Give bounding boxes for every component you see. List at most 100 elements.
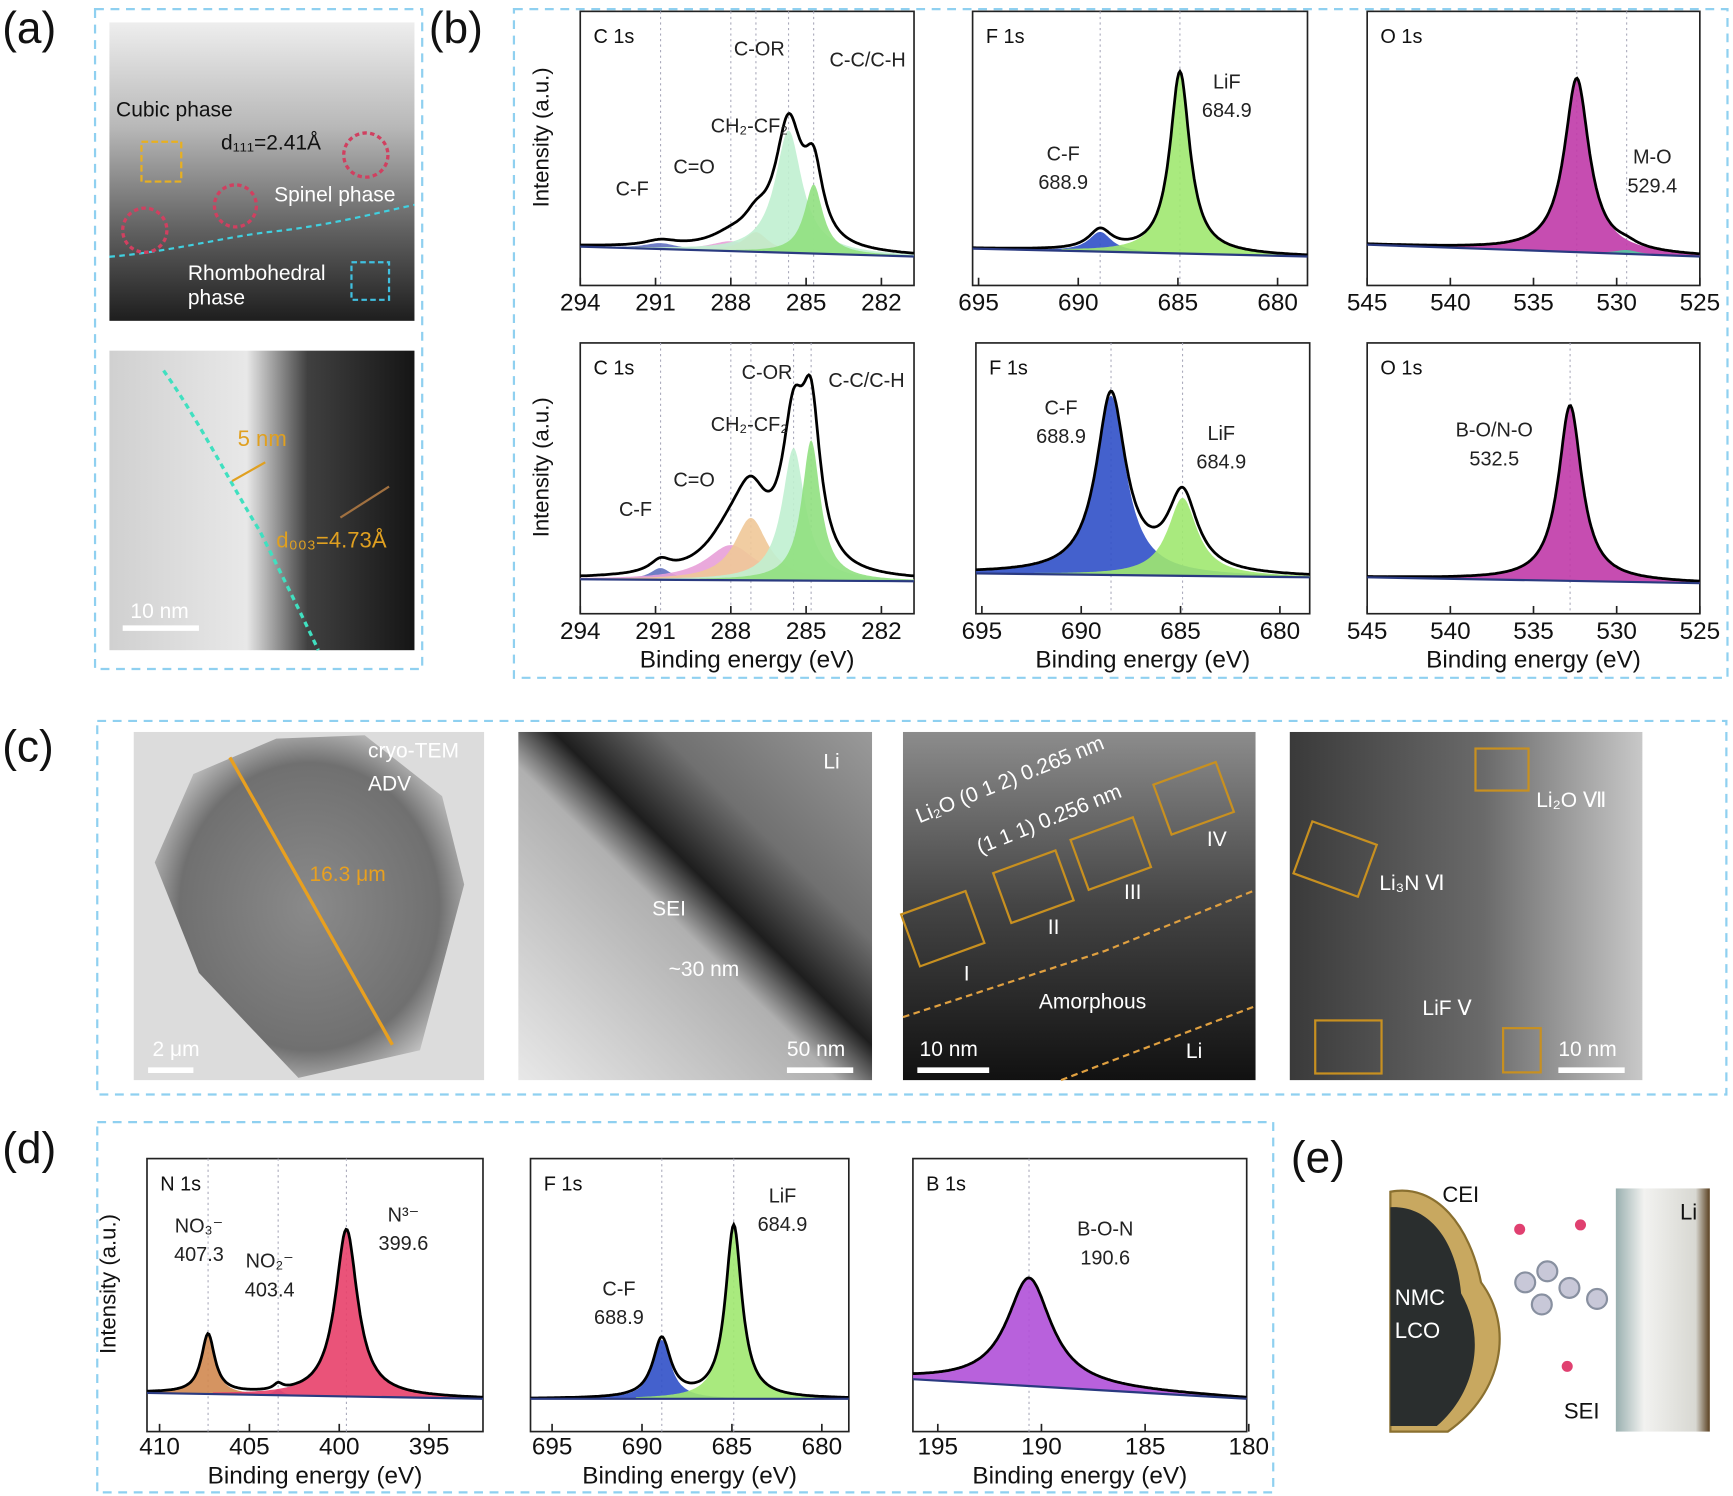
peak-value: 688.9 <box>1036 426 1086 448</box>
xps-plot: 695 690 685 680 F 1s C-F 688.9 LiF 684.9 <box>958 10 1309 317</box>
anions <box>1514 1219 1587 1372</box>
peak-value: 407.3 <box>174 1244 224 1266</box>
peak-value: 688.9 <box>594 1307 644 1329</box>
image-label: ~30 nm <box>669 958 740 981</box>
peak-component <box>657 447 915 582</box>
tem-image <box>902 731 1256 1081</box>
y-axis-label: Intensity (a.u.) <box>529 397 554 537</box>
image-label: d₁₁₁=2.41Å <box>221 132 321 155</box>
x-tick-label: 680 <box>802 1434 843 1461</box>
panel-label: (b) <box>429 4 483 53</box>
background-line <box>975 572 1310 579</box>
image-label: I <box>964 963 970 986</box>
x-tick-label: 530 <box>1596 290 1637 317</box>
peak-value: 529.4 <box>1627 175 1677 197</box>
peak-component <box>699 440 915 582</box>
y-axis-label: Intensity (a.u.) <box>529 67 554 207</box>
envelope <box>530 1221 849 1400</box>
envelope <box>580 373 915 578</box>
frame-b <box>512 8 1729 679</box>
x-tick-label: 545 <box>1347 618 1388 645</box>
xps-plot: 294 291 288 285 282 C 1s Intensity (a.u.) Bindi… <box>529 342 915 674</box>
peak-component <box>1428 78 1700 257</box>
image-label: d₀₀₃=4.73Å <box>276 528 387 553</box>
envelope <box>975 389 1310 576</box>
peak-label: B-O-N <box>1077 1219 1133 1241</box>
x-tick-label: 525 <box>1680 618 1721 645</box>
image-label: ADV <box>368 773 411 796</box>
image-label: 5 nm <box>238 426 287 451</box>
x-tick-label: 400 <box>319 1434 360 1461</box>
x-tick-label: 540 <box>1430 290 1471 317</box>
peak-component <box>1061 71 1299 257</box>
region-boundary <box>1060 1005 1256 1082</box>
x-tick-label: 685 <box>1160 618 1201 645</box>
peak-label: C=O <box>673 157 714 179</box>
x-tick-label: 294 <box>560 290 601 317</box>
particle <box>154 735 465 1078</box>
phase-boundary <box>109 203 415 258</box>
tem-image <box>518 731 873 1081</box>
x-tick-label: 535 <box>1513 290 1554 317</box>
x-tick-label: 291 <box>635 290 676 317</box>
plot-title: O 1s <box>1380 26 1422 48</box>
panel-c-images <box>133 731 1643 1082</box>
tem-image <box>109 22 415 321</box>
panel-label: (e) <box>1291 1133 1345 1182</box>
peak-label: C=O <box>673 469 714 491</box>
xps-plot: 695 690 685 680 F 1s Binding energy (eV) C-F 68… <box>962 342 1311 674</box>
cathode <box>1390 1207 1475 1427</box>
lattice-boxes <box>1292 747 1542 1075</box>
x-tick-label: 545 <box>1347 290 1388 317</box>
x-axis-label: Binding energy (eV) <box>208 1462 423 1489</box>
x-tick-label: 695 <box>962 618 1003 645</box>
tem-image <box>1289 731 1643 1081</box>
image-label: 2 μm <box>153 1038 200 1061</box>
plot-title: B 1s <box>926 1173 966 1195</box>
peak-label: C-F <box>1044 397 1077 419</box>
peak-label: M-O <box>1633 147 1672 169</box>
peak-label: C-F <box>616 179 649 201</box>
plot-title: C 1s <box>594 26 635 48</box>
image-label: Li <box>1186 1040 1202 1063</box>
background-line <box>1367 576 1700 585</box>
thickness-marker <box>231 461 266 483</box>
x-tick-label: 530 <box>1596 618 1637 645</box>
peak-component <box>912 1277 1247 1399</box>
x-tick-label: 288 <box>711 618 752 645</box>
peak-component <box>555 1339 769 1399</box>
image-label: phase <box>188 286 245 309</box>
peak-label: NO₃⁻ <box>175 1215 223 1237</box>
plot-title: F 1s <box>989 358 1028 380</box>
background-line <box>912 1378 1247 1400</box>
x-tick-label: 294 <box>560 618 601 645</box>
panel-frames <box>93 8 1729 1494</box>
xps-plot: 294 291 288 285 282 C 1s Intensity (a.u.) C-F C=… <box>529 10 915 317</box>
box-marker <box>140 140 183 183</box>
x-tick-label: 288 <box>711 290 752 317</box>
xps-plot: 695 690 685 680 F 1s Binding energy (eV) C-F 68… <box>529 1157 850 1489</box>
envelope <box>1367 76 1700 256</box>
li-metal <box>1615 1188 1710 1432</box>
background-line <box>972 247 1308 258</box>
x-tick-label: 195 <box>918 1434 959 1461</box>
background-line <box>580 578 915 583</box>
panel-a-images <box>109 22 415 651</box>
x-tick-label: 695 <box>532 1434 573 1461</box>
image-label: IV <box>1207 828 1227 851</box>
x-tick-label: 190 <box>1021 1434 1062 1461</box>
image-label: Li <box>823 750 839 773</box>
envelope <box>580 111 915 255</box>
xps-plot: 195 190 185 180 B 1s Binding energy (eV) B-O-N… <box>912 1157 1269 1489</box>
frame-d <box>96 1121 1275 1494</box>
x-tick-label: 685 <box>712 1434 753 1461</box>
peak-label: C-C/C-H <box>830 49 906 71</box>
peak-label: C-C/C-H <box>828 370 904 392</box>
circle-marker <box>212 183 259 229</box>
size-marker <box>228 756 394 1046</box>
x-tick-label: 282 <box>861 290 902 317</box>
plot-title: F 1s <box>986 26 1025 48</box>
frame-c <box>96 719 1728 1096</box>
